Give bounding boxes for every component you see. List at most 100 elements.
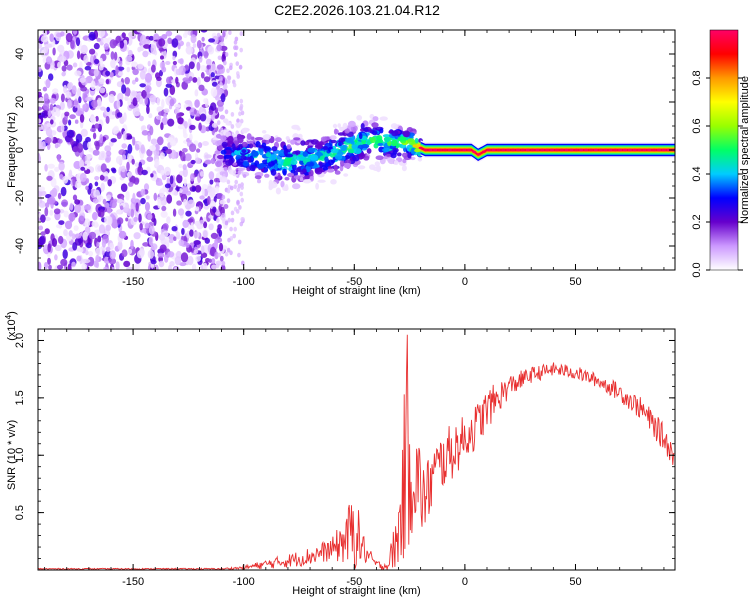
spectrogram-noise-cell [100, 106, 106, 111]
spectrogram-noise-cell [209, 187, 216, 197]
spectrogram-noise-cell [93, 42, 100, 50]
spectrogram-noise-cell [116, 198, 123, 204]
spectrogram-noise-cell [165, 148, 172, 154]
spectrogram-noise-cell [113, 198, 118, 203]
spectrogram-ridge-cell [271, 146, 278, 152]
spectrogram-noise-cell [226, 188, 231, 194]
spectrogram-noise-cell [160, 200, 165, 206]
spectrogram-noise-cell [62, 175, 69, 184]
spectrogram-noise-cell [101, 239, 106, 248]
spectrogram-noise-cell [164, 183, 171, 189]
spectrogram-noise-cell [210, 232, 218, 239]
colorbar-tick-label: 0.2 [691, 214, 703, 229]
spectrogram-noise-cell [149, 94, 157, 103]
spectrogram-ridge-cell [360, 123, 365, 130]
spectrogram-noise-cell [57, 61, 61, 69]
spectrogram-ridge-cell [382, 148, 390, 152]
spectrogram-noise-cell [151, 64, 156, 73]
spectrogram-noise-cell [146, 156, 154, 163]
spectrogram-noise-cell [203, 221, 208, 229]
spectrogram-noise-cell [96, 85, 100, 92]
spectrogram-noise-cell [108, 141, 114, 147]
spectrogram-noise-cell [85, 178, 90, 184]
spectrogram-noise-cell [124, 95, 129, 101]
spectrogram-panel: -150 -100 -50 0 50 -40 -20 0 20 40 Height of str… [6, 29, 676, 297]
spectrogram-noise-cell [169, 85, 176, 96]
spectrogram-noise-cell [86, 242, 92, 249]
spectrogram-noise-cell [177, 117, 184, 125]
spectrogram-noise-cell [192, 77, 198, 83]
spectrogram-noise-cell [61, 65, 67, 72]
spectrogram-noise-cell [134, 143, 140, 151]
spectrogram-noise-cell [161, 117, 168, 126]
spectrogram-noise-cell [120, 205, 124, 210]
spectrogram-noise-cell [79, 77, 86, 83]
spectrogram-noise-cell [76, 142, 83, 153]
spectrogram-noise-cell [200, 65, 207, 72]
spectrogram-ridge-cell [285, 136, 290, 141]
spectrogram-noise-cell [85, 185, 89, 191]
spectrogram-noise-cell [131, 91, 138, 97]
spectrogram-noise-cell [119, 40, 125, 49]
spectrogram-noise-cell [222, 85, 227, 91]
spectrogram-ridge-cell [396, 152, 402, 157]
spectrogram-ridge-cell [393, 160, 399, 166]
spectrogram-noise-cell [236, 74, 240, 79]
spectrogram-noise-cell [76, 255, 82, 262]
spectrogram-ridge-cell [307, 147, 316, 153]
spectrogram-ridge-cell [322, 166, 329, 171]
spectrogram-noise-cell [102, 37, 109, 44]
snr-x-ticks: -150 -100 -50 0 50 [44, 329, 665, 588]
spectrogram-noise-cell [235, 209, 240, 214]
spectrogram-noise-cell [194, 206, 200, 212]
spectrogram-noise-cell [38, 140, 43, 149]
spectrogram-ridge-cell [366, 148, 372, 154]
spectrogram-noise-cell [103, 43, 110, 50]
spectrogram-noise-cell [61, 71, 66, 77]
spectrogram-noise-cell [157, 136, 164, 146]
spectrogram-noise-cell [54, 166, 60, 172]
spectrogram-noise-cell [204, 160, 212, 165]
spectrogram-noise-cell [216, 32, 221, 38]
spectrogram-noise-cell [132, 68, 139, 76]
spectrogram-tone-band [420, 145, 675, 157]
spectrogram-noise-cell [178, 66, 182, 76]
spectrogram-noise-cell [215, 181, 220, 187]
spectrogram-noise-cell [193, 231, 200, 239]
spectrogram-noise-cell [190, 159, 196, 165]
spectrogram-ridge-cell [317, 179, 326, 183]
snr-x-label: Height of straight line (km) [292, 585, 420, 597]
spectrogram-ridge-cell [371, 122, 379, 128]
spectrogram-noise-cell [175, 76, 179, 84]
spectrogram-noise-cell [174, 256, 182, 266]
spectrogram-noise-cell [218, 242, 224, 252]
spectrogram-noise-cell [230, 124, 235, 129]
spectrogram-noise-cell [163, 108, 170, 113]
spectrogram-noise-cell [120, 165, 126, 173]
spectrogram-noise-cell [178, 163, 183, 168]
spectrogram-noise-cell [38, 66, 42, 73]
spectrogram-noise-cell [139, 83, 146, 88]
spectrogram-noise-cell [239, 98, 244, 104]
spectrogram-noise-cell [44, 43, 49, 54]
spectrogram-noise-cell [236, 199, 240, 205]
spectrogram-noise-cell [239, 191, 244, 197]
spectrogram-ridge-cell [223, 154, 232, 159]
spectrogram-noise-cell [160, 169, 165, 176]
spectrogram-noise-cell [57, 44, 65, 53]
spectrogram-ridge-cell [267, 161, 275, 167]
spectrogram-noise-cell [118, 230, 127, 239]
spectrogram-noise-cell [221, 194, 226, 200]
spectrogram-noise-cell [40, 214, 46, 223]
spectrogram-noise-cell [54, 143, 59, 149]
spectrogram-tone-cell [433, 148, 438, 152]
spectrogram-noise-cell [181, 228, 185, 235]
spectrogram-ridge-cell [290, 159, 298, 166]
spectrogram-ridge-cell [247, 156, 252, 163]
spectrogram-tone-cell [554, 148, 559, 152]
spectrogram-noise-cell [88, 182, 93, 190]
spectrogram-noise-cell [71, 233, 76, 240]
spectrogram-tone-cell [452, 148, 457, 152]
spectrogram-noise-cell [38, 186, 46, 192]
